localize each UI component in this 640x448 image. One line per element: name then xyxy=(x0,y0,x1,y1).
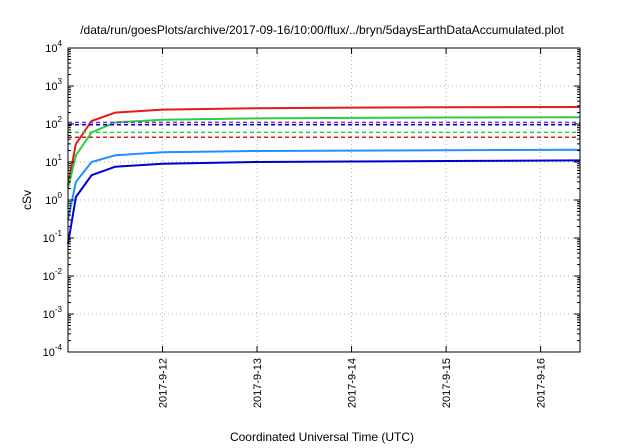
y-tick-label: 10-1 xyxy=(43,229,63,245)
series-line-3 xyxy=(67,159,581,245)
y-tick-label: 10-4 xyxy=(43,343,63,359)
x-tick-label: 2017-9-14 xyxy=(347,358,359,408)
y-tick-label: 102 xyxy=(45,115,62,131)
series-line-2 xyxy=(67,148,581,221)
y-axis-label: cSv xyxy=(20,190,34,210)
series-line-0 xyxy=(67,106,581,186)
x-axis-ticks: 2017-9-12 2017-9-13 2017-9-14 2017-9-15 2017… xyxy=(158,48,548,408)
x-tick-label: 2017-9-16 xyxy=(536,358,548,408)
y-tick-label: 104 xyxy=(45,39,62,55)
y-tick-label: 100 xyxy=(45,191,62,207)
x-axis-label: Coordinated Universal Time (UTC) xyxy=(230,430,414,444)
series-line-1 xyxy=(67,116,581,189)
y-tick-label: 10-3 xyxy=(43,305,63,321)
y-tick-label: 10-2 xyxy=(43,267,63,283)
y-axis-ticks: 10-4 10-3 10-2 10-1 100 101 102 103 104 xyxy=(43,39,580,359)
grid xyxy=(68,48,580,352)
y-tick-label: 101 xyxy=(45,153,62,169)
series-layer xyxy=(67,106,581,245)
y-tick-label: 103 xyxy=(45,77,62,93)
x-tick-label: 2017-9-13 xyxy=(252,358,264,408)
chart-title: /data/run/goesPlots/archive/2017-09-16/1… xyxy=(80,23,564,37)
x-tick-label: 2017-9-15 xyxy=(441,358,453,408)
x-tick-label: 2017-9-12 xyxy=(158,358,170,408)
